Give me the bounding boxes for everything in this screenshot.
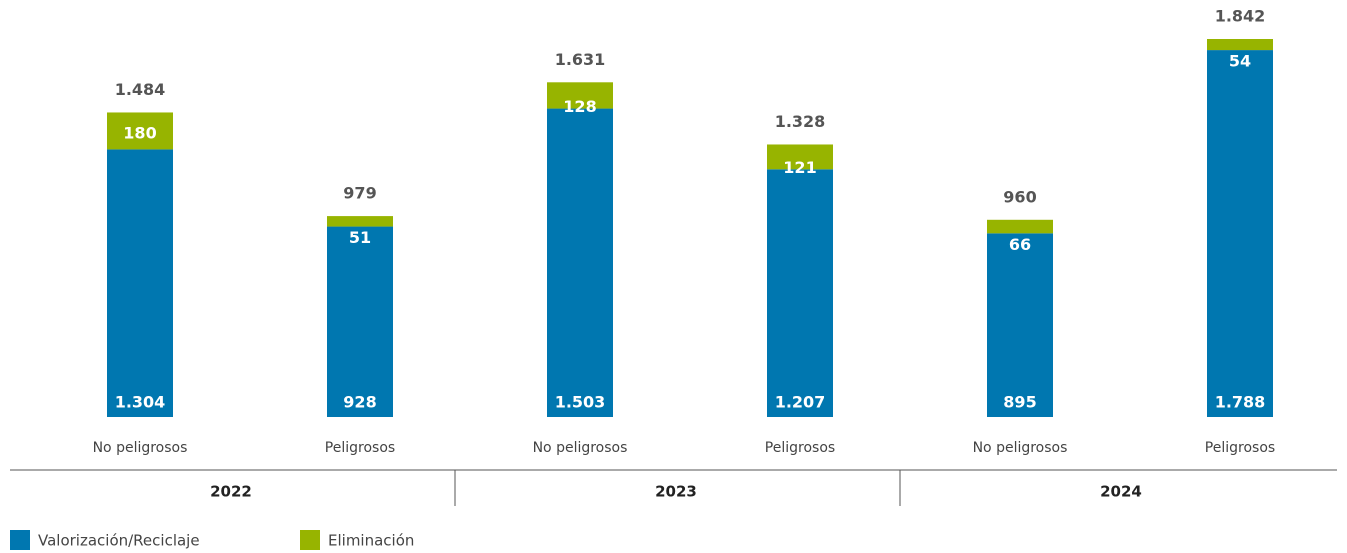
- total-label: 1.484: [115, 80, 166, 99]
- value-label: 1.503: [555, 393, 606, 412]
- value-label: 928: [343, 393, 376, 412]
- total-label: 960: [1003, 187, 1036, 206]
- total-label: 1.328: [775, 112, 826, 131]
- group-label: 2022: [210, 483, 252, 501]
- value-label: 128: [563, 97, 596, 116]
- x-tick-label: No peligrosos: [93, 440, 188, 456]
- total-label: 1.842: [1215, 7, 1266, 26]
- bar-segment: [1207, 50, 1273, 418]
- bar-segment: [1207, 39, 1273, 51]
- value-label: 180: [123, 123, 156, 142]
- value-label: 1.207: [775, 393, 826, 412]
- legend-label: Eliminación: [328, 532, 414, 550]
- bar-segment: [327, 216, 393, 227]
- total-label: 979: [343, 184, 376, 203]
- x-tick-label: No peligrosos: [533, 440, 628, 456]
- bar-segment: [987, 219, 1053, 234]
- value-label: 1.788: [1215, 393, 1266, 412]
- group-label: 2024: [1100, 483, 1142, 501]
- value-label: 121: [783, 158, 816, 177]
- value-label: 51: [349, 228, 371, 247]
- bar-segment: [547, 82, 613, 109]
- legend-swatch: [300, 530, 320, 550]
- x-tick-label: Peligrosos: [325, 440, 395, 456]
- x-tick-label: Peligrosos: [765, 440, 835, 456]
- bar-segment: [987, 233, 1053, 417]
- value-label: 66: [1009, 235, 1031, 254]
- x-tick-label: No peligrosos: [973, 440, 1068, 456]
- bar-segment: [767, 144, 833, 170]
- legend-swatch: [10, 530, 30, 550]
- value-label: 895: [1003, 393, 1036, 412]
- bar-segment: [107, 149, 173, 417]
- value-label: 1.304: [115, 393, 166, 412]
- legend-label: Valorización/Reciclaje: [38, 532, 200, 550]
- bar-segment: [547, 108, 613, 417]
- group-label: 2023: [655, 483, 697, 501]
- x-tick-label: Peligrosos: [1205, 440, 1275, 456]
- bar-segment: [767, 169, 833, 417]
- value-label: 54: [1229, 52, 1251, 71]
- bar-segment: [327, 226, 393, 417]
- bar-segment: [107, 112, 173, 150]
- total-label: 1.631: [555, 50, 606, 69]
